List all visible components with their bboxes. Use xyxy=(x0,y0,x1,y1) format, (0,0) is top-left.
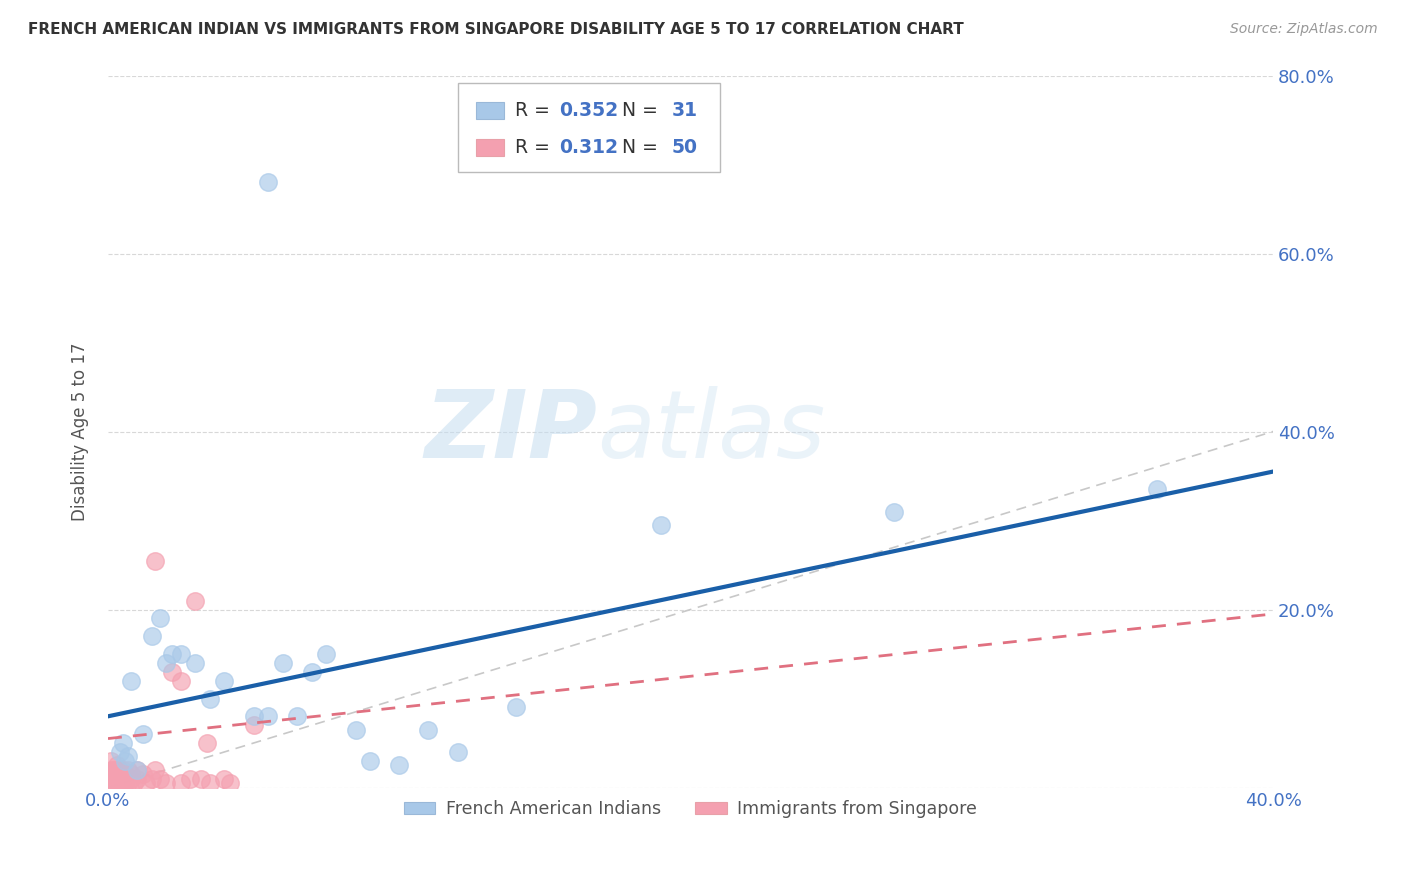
Text: R =: R = xyxy=(515,102,555,120)
Point xyxy=(103,767,125,781)
Point xyxy=(120,673,142,688)
Text: 0.352: 0.352 xyxy=(558,102,619,120)
Point xyxy=(179,772,201,786)
Point xyxy=(170,647,193,661)
Point xyxy=(242,709,264,723)
Point xyxy=(184,593,207,607)
Point xyxy=(149,611,172,625)
Text: N =: N = xyxy=(610,138,664,157)
Point xyxy=(111,772,134,786)
Point xyxy=(184,656,207,670)
Point xyxy=(143,553,166,567)
Point xyxy=(117,776,139,790)
Point xyxy=(198,776,221,790)
Point xyxy=(117,749,139,764)
FancyBboxPatch shape xyxy=(477,139,505,156)
Point xyxy=(111,763,134,777)
Point xyxy=(160,665,183,679)
Point xyxy=(271,656,294,670)
Point xyxy=(141,772,163,786)
Point xyxy=(141,629,163,643)
Point xyxy=(359,754,381,768)
Text: FRENCH AMERICAN INDIAN VS IMMIGRANTS FROM SINGAPORE DISABILITY AGE 5 TO 17 CORRE: FRENCH AMERICAN INDIAN VS IMMIGRANTS FRO… xyxy=(28,22,965,37)
Point xyxy=(127,763,149,777)
Text: Source: ZipAtlas.com: Source: ZipAtlas.com xyxy=(1230,22,1378,37)
Point xyxy=(100,763,122,777)
Point xyxy=(114,776,136,790)
Point xyxy=(114,767,136,781)
Point xyxy=(105,758,128,772)
Point xyxy=(111,776,134,790)
Point xyxy=(198,691,221,706)
Point xyxy=(160,647,183,661)
Point xyxy=(301,665,323,679)
FancyBboxPatch shape xyxy=(477,103,505,120)
Point xyxy=(170,776,193,790)
Point xyxy=(105,776,128,790)
Point xyxy=(100,776,122,790)
Point xyxy=(143,763,166,777)
Point xyxy=(117,763,139,777)
Point xyxy=(418,723,440,737)
Point xyxy=(100,772,122,786)
Point xyxy=(114,754,136,768)
Point xyxy=(105,772,128,786)
Point xyxy=(190,772,212,786)
Text: 0.312: 0.312 xyxy=(558,138,617,157)
Point xyxy=(108,745,131,759)
Point xyxy=(285,709,308,723)
Point xyxy=(114,772,136,786)
Point xyxy=(111,736,134,750)
Point xyxy=(122,776,145,790)
Point xyxy=(105,767,128,781)
Point xyxy=(100,754,122,768)
Point xyxy=(242,718,264,732)
Point xyxy=(344,723,367,737)
Point xyxy=(650,518,672,533)
Point xyxy=(108,767,131,781)
Point xyxy=(214,772,236,786)
Point xyxy=(214,673,236,688)
FancyBboxPatch shape xyxy=(457,83,720,171)
Point xyxy=(155,776,177,790)
Point xyxy=(132,727,155,741)
Point xyxy=(108,763,131,777)
Point xyxy=(170,673,193,688)
Point xyxy=(505,700,527,714)
Point xyxy=(388,758,411,772)
Text: atlas: atlas xyxy=(598,386,825,477)
Point xyxy=(219,776,242,790)
Text: 50: 50 xyxy=(672,138,697,157)
Point xyxy=(257,175,280,189)
Point xyxy=(149,772,172,786)
Point xyxy=(100,767,122,781)
Point xyxy=(155,656,177,670)
Point xyxy=(883,505,905,519)
Text: N =: N = xyxy=(610,102,664,120)
Point xyxy=(108,776,131,790)
Legend: French American Indians, Immigrants from Singapore: French American Indians, Immigrants from… xyxy=(396,793,984,825)
Point xyxy=(103,772,125,786)
Point xyxy=(446,745,468,759)
Point xyxy=(103,776,125,790)
Point xyxy=(132,767,155,781)
Point xyxy=(257,709,280,723)
Y-axis label: Disability Age 5 to 17: Disability Age 5 to 17 xyxy=(72,343,89,521)
Point xyxy=(108,772,131,786)
Point xyxy=(1146,483,1168,497)
Point xyxy=(120,767,142,781)
Point xyxy=(108,772,131,786)
Text: 31: 31 xyxy=(672,102,697,120)
Point xyxy=(127,772,149,786)
Text: R =: R = xyxy=(515,138,555,157)
Point xyxy=(195,736,218,750)
Point xyxy=(127,763,149,777)
Point xyxy=(135,776,157,790)
Point xyxy=(315,647,337,661)
Text: ZIP: ZIP xyxy=(425,385,598,477)
Point xyxy=(120,772,142,786)
Point xyxy=(105,763,128,777)
Point xyxy=(103,763,125,777)
